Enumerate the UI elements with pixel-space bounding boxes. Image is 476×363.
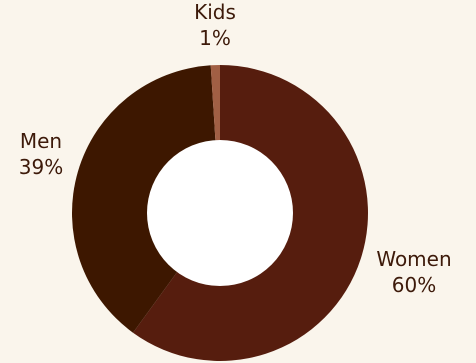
slice-category-label: Kids [194, 0, 236, 24]
slice-value-label: 1% [199, 26, 231, 50]
slice-labels: Women 60% Men 39% Kids 1% [19, 0, 452, 297]
slice-label-kids: Kids 1% [194, 0, 236, 50]
slice-label-men: Men 39% [19, 129, 63, 179]
slice-category-label: Women [376, 247, 451, 271]
slice-category-label: Men [20, 129, 62, 153]
slice-label-women: Women 60% [376, 247, 451, 297]
slice-value-label: 60% [392, 273, 436, 297]
slice-value-label: 39% [19, 155, 63, 179]
slice-men [71, 65, 220, 333]
donut-hole [147, 140, 293, 286]
